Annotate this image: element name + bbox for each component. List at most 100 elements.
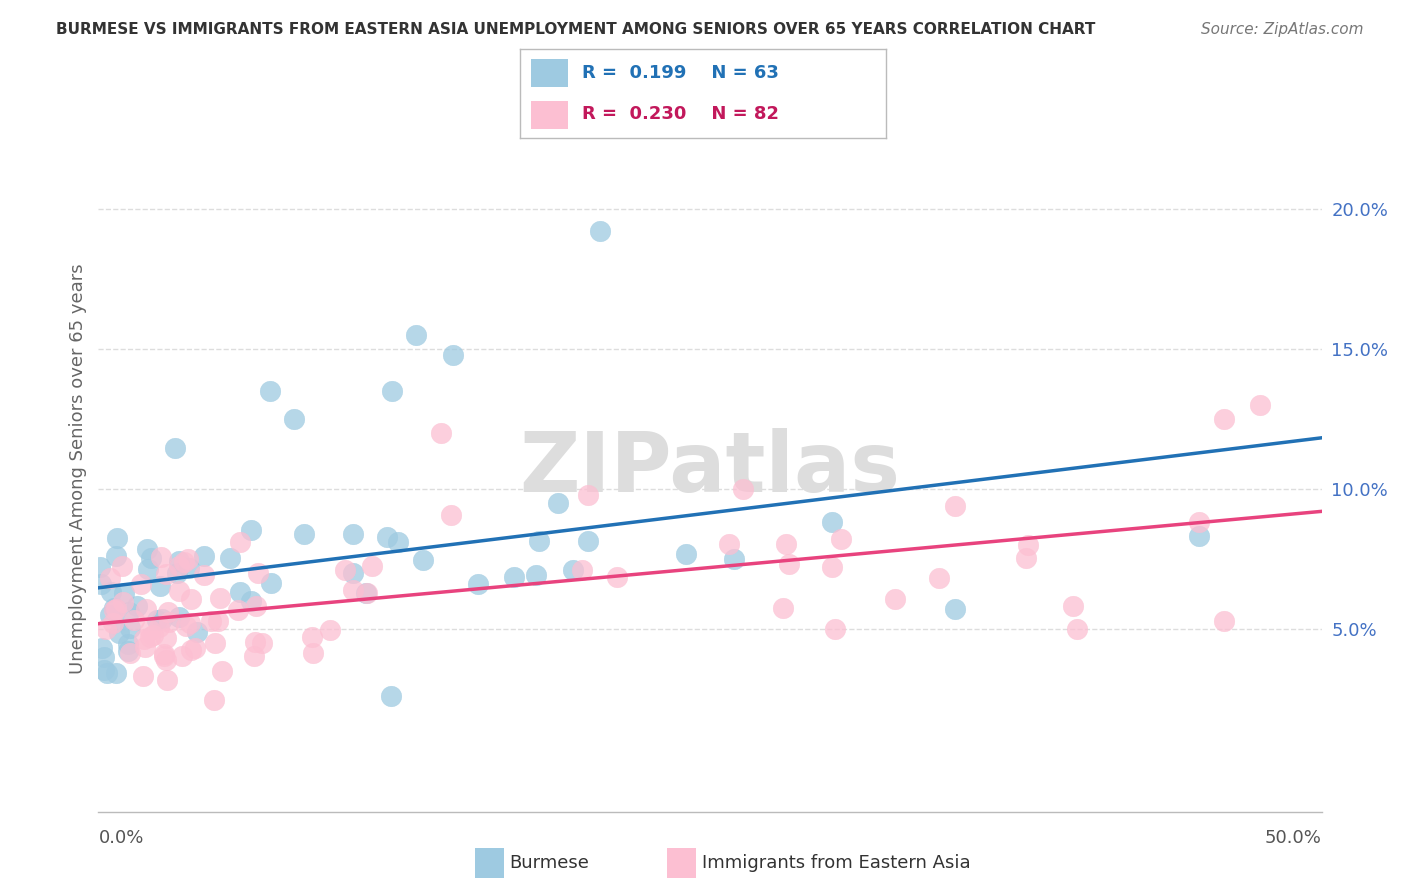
Point (209, 591, 232, 606)
Point (90, 577, 112, 591)
Point (118, 621, 141, 635)
Point (292, 527, 315, 541)
Point (155, 632, 177, 646)
Point (165, 441, 187, 455)
Text: Source: ZipAtlas.com: Source: ZipAtlas.com (1201, 22, 1364, 37)
Point (127, 599, 149, 614)
Point (180, 643, 202, 657)
Point (1212, 412, 1234, 426)
Point (778, 557, 800, 571)
Point (169, 554, 191, 568)
Text: BURMESE VS IMMIGRANTS FROM EASTERN ASIA UNEMPLOYMENT AMONG SENIORS OVER 65 YEARS: BURMESE VS IMMIGRANTS FROM EASTERN ASIA … (56, 22, 1095, 37)
Point (943, 602, 966, 616)
Point (153, 649, 176, 664)
Point (675, 547, 697, 561)
Point (245, 599, 267, 613)
Point (157, 615, 180, 629)
Point (103, 601, 125, 615)
Point (166, 566, 188, 580)
Point (354, 586, 377, 600)
Point (167, 609, 190, 624)
Point (524, 568, 547, 582)
Point (91, 640, 114, 655)
Point (177, 552, 200, 566)
Point (105, 602, 128, 616)
Point (167, 584, 190, 599)
Point (226, 603, 249, 617)
Point (375, 530, 398, 544)
Point (412, 552, 434, 566)
Point (132, 669, 155, 683)
Point (821, 560, 844, 574)
Point (430, 426, 453, 441)
Point (775, 537, 797, 551)
Point (301, 647, 323, 661)
Point (561, 563, 583, 577)
Text: R =  0.230    N = 82: R = 0.230 N = 82 (582, 105, 779, 123)
Point (135, 542, 157, 557)
Point (112, 595, 135, 609)
Point (733, 483, 755, 497)
Point (177, 560, 200, 574)
Bar (531, 101, 568, 129)
Point (112, 586, 135, 600)
Point (207, 614, 229, 628)
Point (259, 576, 281, 591)
Point (576, 534, 599, 549)
Point (129, 577, 152, 591)
Point (576, 488, 599, 502)
Point (98, 571, 121, 585)
Point (180, 592, 202, 607)
Bar (531, 59, 568, 87)
Point (821, 515, 844, 529)
Point (240, 593, 263, 607)
Point (149, 578, 172, 592)
Point (356, 586, 378, 600)
Point (174, 619, 197, 633)
Point (229, 584, 252, 599)
Point (155, 653, 177, 667)
Point (943, 499, 966, 513)
Point (200, 615, 222, 629)
Text: R =  0.199    N = 63: R = 0.199 N = 63 (582, 64, 779, 82)
Point (108, 626, 131, 640)
Point (202, 693, 225, 707)
Point (103, 602, 125, 616)
Point (301, 630, 323, 644)
Point (186, 625, 208, 640)
Point (104, 665, 127, 680)
Text: 50.0%: 50.0% (1265, 829, 1322, 847)
Point (167, 558, 190, 573)
Point (193, 549, 215, 564)
Point (589, 224, 612, 238)
Text: Burmese: Burmese (509, 854, 589, 872)
Point (1250, 398, 1272, 412)
Point (150, 612, 173, 626)
Point (387, 535, 409, 549)
Bar (666, 848, 696, 878)
Point (883, 591, 905, 606)
Point (156, 606, 179, 620)
Point (245, 634, 267, 648)
Point (824, 622, 846, 636)
Point (139, 623, 162, 637)
Point (381, 384, 404, 399)
Point (134, 632, 156, 646)
Point (117, 637, 139, 651)
Y-axis label: Unemployment Among Seniors over 65 years: Unemployment Among Seniors over 65 years (69, 263, 87, 673)
Point (228, 534, 250, 549)
Point (259, 384, 281, 399)
Point (179, 615, 201, 630)
Point (247, 566, 270, 581)
Point (333, 564, 356, 578)
Point (1212, 615, 1234, 629)
Point (170, 649, 193, 664)
Point (122, 613, 145, 627)
Point (547, 495, 569, 509)
Point (219, 550, 242, 565)
Point (503, 570, 526, 584)
Point (342, 582, 364, 597)
Point (283, 412, 305, 426)
Point (111, 558, 134, 573)
Point (118, 605, 141, 619)
